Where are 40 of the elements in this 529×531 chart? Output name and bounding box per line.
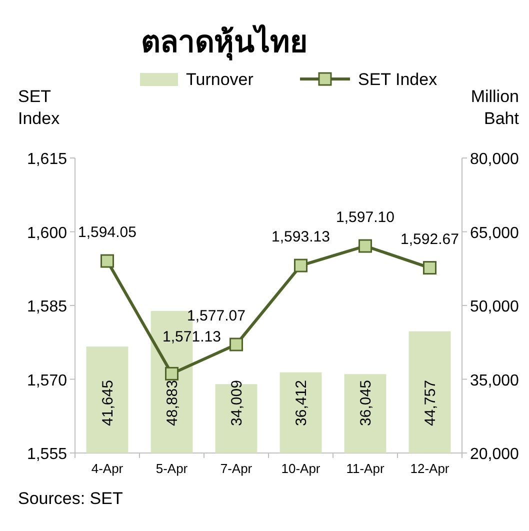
y-tick-label: 1,555 (26, 446, 68, 463)
x-tick-label: 12-Apr (410, 461, 450, 476)
data-label: 1,592.67 (400, 230, 459, 248)
legend-label: Turnover (186, 70, 254, 89)
point (294, 258, 308, 272)
y2-tick-label: 65,000 (470, 224, 520, 242)
y2-axis-title: Million Baht (470, 87, 520, 128)
point (100, 254, 114, 268)
data-label: 36,412 (292, 380, 310, 426)
chart-title: ตลาดหุ้นไทย (141, 24, 308, 61)
x-tick-label: 5-Apr (156, 461, 188, 476)
data-label: 34,009 (228, 380, 246, 426)
y2-tick-label: 80,000 (470, 151, 520, 168)
data-label: 36,045 (357, 380, 374, 426)
data-label: 48,883 (164, 380, 181, 426)
data-label: 1,571.13 (162, 328, 221, 346)
y2-tick-label: 35,000 (470, 372, 520, 390)
point (423, 261, 436, 275)
data-label: 1,593.13 (272, 228, 330, 246)
y2-tick-label: 50,000 (470, 298, 520, 316)
x-tick-label: 10-Apr (281, 461, 321, 476)
legend-label: SET Index (358, 70, 438, 89)
y-tick-label: 1,600 (26, 224, 68, 242)
x-tick-label: 7-Apr (220, 461, 253, 476)
data-label: 1,597.10 (336, 209, 394, 226)
y-tick-label: 1,615 (26, 151, 68, 168)
data-label: 44,757 (422, 380, 439, 426)
y-tick-label: 1,585 (26, 298, 68, 316)
y-tick-label: 1,570 (26, 372, 68, 390)
x-tick-label: 11-Apr (346, 461, 385, 476)
x-tick-label: 4-Apr (91, 461, 124, 476)
point (358, 239, 372, 253)
point (230, 338, 243, 352)
y-axis-title: SET Index (18, 87, 60, 128)
data-label: 1,577.07 (187, 307, 246, 324)
data-label: 1,594.05 (78, 224, 136, 242)
source-note: Sources: SET (18, 489, 123, 508)
data-label: 41,645 (99, 380, 116, 426)
point (165, 366, 178, 380)
y2-tick-label: 20,000 (470, 446, 520, 463)
